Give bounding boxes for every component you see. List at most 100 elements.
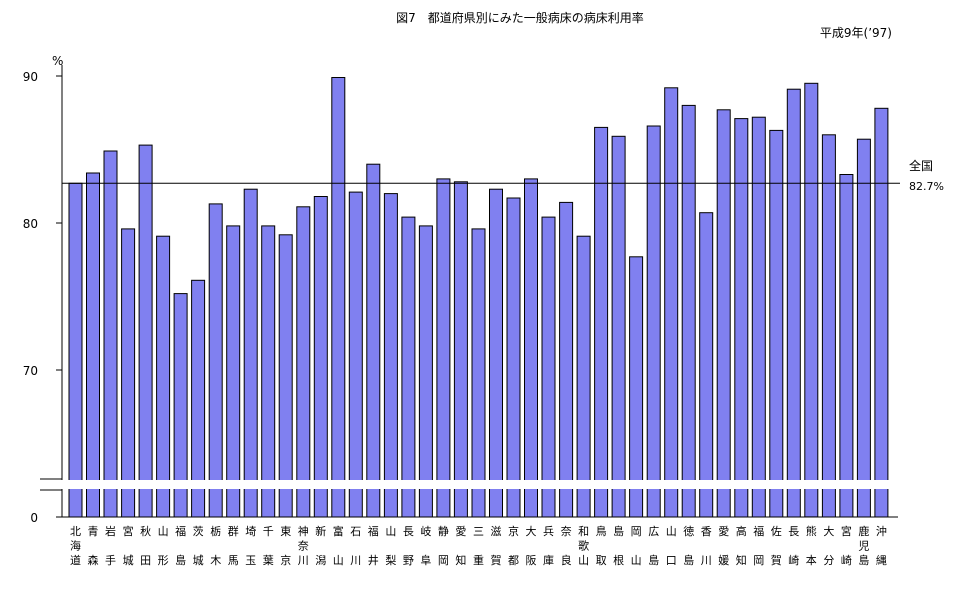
- x-tick-label-char: 京: [508, 524, 519, 538]
- y-tick-label: 0: [30, 511, 38, 525]
- x-tick-label-char: 庫: [543, 553, 554, 567]
- bar-三重: [471, 228, 486, 518]
- bars: [68, 77, 889, 518]
- x-tick-label-char: 宮: [123, 524, 134, 538]
- bar-鹿児島: [856, 138, 871, 518]
- x-tick-label-char: 奈: [561, 524, 572, 538]
- x-tick-label-char: 媛: [718, 553, 729, 567]
- x-tick-label-char: 児: [858, 540, 869, 553]
- x-tick-label-char: 北: [70, 525, 81, 538]
- x-tick-label-char: 知: [455, 553, 466, 567]
- bar-長崎: [786, 88, 801, 518]
- x-tick-label-char: 大: [823, 524, 834, 538]
- x-tick-label-char: 栃: [210, 524, 221, 538]
- x-tick-label-char: 玉: [245, 554, 256, 567]
- x-tick-label-char: 鳥: [596, 524, 607, 538]
- x-tick-label-char: 知: [736, 553, 747, 567]
- x-tick-label-char: 崎: [788, 553, 799, 567]
- bar-高知: [734, 118, 749, 518]
- x-tick-label-char: 形: [158, 554, 169, 567]
- x-tick-label-char: 田: [140, 554, 151, 567]
- x-tick-label-char: 高: [736, 524, 747, 538]
- bar-長野: [401, 216, 416, 518]
- x-tick-label-char: 愛: [718, 525, 729, 538]
- x-tick-label-char: 徳: [683, 525, 694, 538]
- x-tick-label-char: 佐: [771, 524, 782, 538]
- x-tick-label-char: 岡: [753, 554, 764, 567]
- x-tick-label-char: 良: [561, 553, 572, 567]
- x-tick-label-char: 森: [88, 553, 99, 567]
- x-tick-label-char: 和: [578, 525, 589, 538]
- x-tick-label-char: 城: [123, 554, 134, 567]
- x-tick-label-char: 長: [403, 525, 414, 538]
- x-tick-label-char: 神: [298, 524, 309, 538]
- bar-千葉: [261, 225, 276, 518]
- x-tick-label-char: 潟: [315, 554, 326, 567]
- x-tick-label-char: 新: [315, 524, 326, 538]
- x-tick-label-char: 梨: [385, 553, 396, 567]
- bar-島根: [611, 135, 626, 518]
- x-tick-label-char: 海: [70, 539, 81, 553]
- x-tick-label-char: 福: [753, 524, 764, 538]
- x-tick-label-char: 熊: [806, 524, 817, 538]
- bar-栃木: [208, 203, 223, 518]
- x-tick-label-char: 葉: [263, 553, 274, 567]
- x-tick-label-char: 三: [473, 525, 484, 538]
- x-tick-label-char: 埼: [245, 524, 256, 538]
- bar-山口: [664, 87, 679, 518]
- bar-宮城: [121, 228, 136, 518]
- x-tick-label-char: 石: [350, 525, 361, 538]
- bar-富山: [331, 77, 346, 518]
- x-tick-label-char: 愛: [455, 525, 466, 538]
- x-tick-label-char: 崎: [841, 553, 852, 567]
- x-tick-label-char: 茨: [193, 524, 204, 538]
- bar-群馬: [226, 225, 241, 518]
- x-tick-label-char: 木: [210, 554, 221, 567]
- axis-break: [40, 480, 900, 489]
- x-tick-label-char: 岡: [438, 554, 449, 567]
- bar-京都: [506, 197, 521, 518]
- bar-和歌山: [576, 235, 591, 518]
- x-tick-label-char: 島: [175, 553, 186, 567]
- x-tick-label-char: 広: [648, 525, 659, 538]
- x-tick-label-char: 兵: [543, 525, 554, 538]
- bar-滋賀: [489, 188, 503, 518]
- bar-徳島: [681, 104, 696, 518]
- bar-大阪: [524, 178, 538, 518]
- x-tick-label-char: 分: [823, 554, 834, 567]
- x-tick-label-char: 静: [438, 524, 449, 538]
- x-tick-label-char: 山: [666, 525, 677, 538]
- x-tick-label-char: 群: [228, 524, 239, 538]
- bar-岩手: [103, 150, 118, 518]
- x-axis-labels: 北海道青森岩手宮城秋田山形福島茨城栃木群馬埼玉千葉東京神奈川新潟富山石川福井山梨…: [70, 524, 887, 567]
- x-tick-label-char: 青: [88, 525, 99, 538]
- bar-岐阜: [418, 225, 433, 518]
- x-tick-label-char: 山: [333, 554, 344, 567]
- bar-兵庫: [541, 216, 556, 518]
- chart-title: 図7 都道府県別にみた一般病床の病床利用率: [396, 10, 644, 25]
- x-tick-label-char: 福: [368, 524, 379, 538]
- x-tick-label-char: 島: [858, 553, 869, 567]
- bar-宮崎: [839, 174, 854, 518]
- bar-東京: [278, 234, 293, 518]
- national-average-value: 82.7%: [909, 180, 944, 193]
- x-tick-label-char: 島: [683, 553, 694, 567]
- x-tick-label-char: 奈: [298, 539, 309, 553]
- y-tick-label: 70: [23, 364, 38, 378]
- bar-香川: [699, 212, 714, 518]
- bar-広島: [646, 125, 661, 518]
- x-tick-label-char: 賀: [771, 554, 782, 567]
- bar-青森: [86, 172, 100, 518]
- bar-秋田: [138, 144, 153, 518]
- x-tick-label-char: 山: [385, 525, 396, 538]
- y-tick-label: 90: [23, 70, 38, 84]
- x-tick-label-char: 沖: [876, 525, 887, 538]
- x-tick-label-char: 島: [613, 524, 624, 538]
- x-tick-label-char: 道: [70, 553, 81, 567]
- national-average-label: 全国: [909, 158, 933, 173]
- bar-福井: [366, 163, 381, 518]
- x-tick-label-char: 重: [473, 553, 484, 567]
- x-tick-label-char: 阪: [526, 553, 537, 567]
- x-tick-label-char: 島: [648, 553, 659, 567]
- chart-subtitle: 平成9年(’97): [820, 26, 892, 40]
